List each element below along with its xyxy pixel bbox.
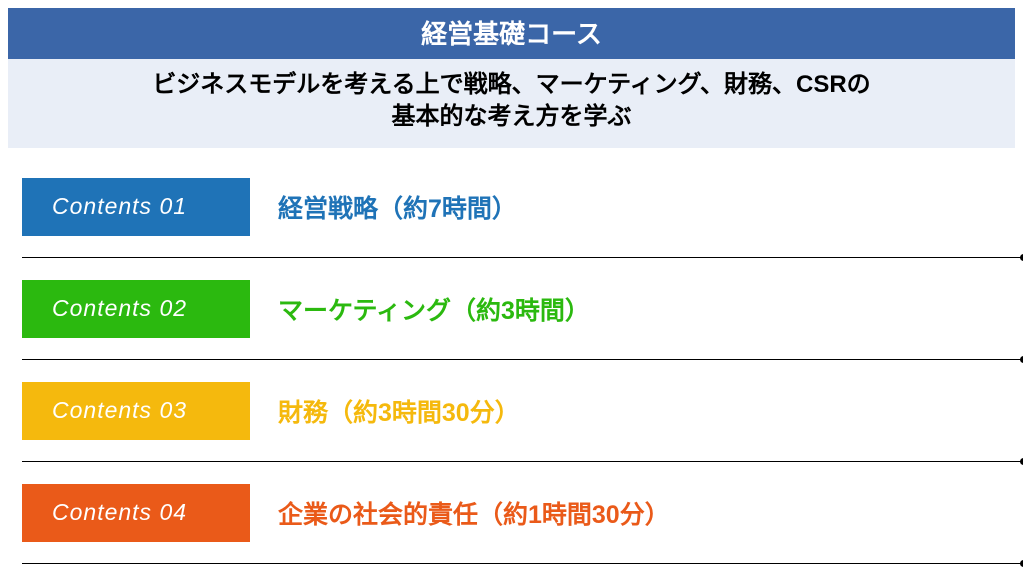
contents-tab: Contents 04	[22, 484, 250, 542]
row-divider	[22, 257, 1023, 258]
contents-list: Contents 01 経営戦略（約7時間） Contents 02 マーケティング（…	[8, 178, 1015, 542]
contents-tab: Contents 03	[22, 382, 250, 440]
course-subtitle-line1: ビジネスモデルを考える上で戦略、マーケティング、財務、CSRの	[152, 71, 870, 98]
contents-topic: 企業の社会的責任（約1時間30分）	[278, 484, 670, 542]
course-subtitle-band: ビジネスモデルを考える上で戦略、マーケティング、財務、CSRの 基本的な考え方を…	[8, 59, 1015, 148]
contents-topic: 経営戦略（約7時間）	[278, 178, 517, 236]
contents-row: Contents 04 企業の社会的責任（約1時間30分）	[8, 484, 1015, 542]
course-subtitle-line2: 基本的な考え方を学ぶ	[392, 103, 632, 130]
contents-tab: Contents 01	[22, 178, 250, 236]
contents-row: Contents 02 マーケティング（約3時間）	[8, 280, 1015, 338]
row-divider	[22, 563, 1023, 564]
course-title-band: 経営基礎コース	[8, 8, 1015, 59]
row-divider	[22, 359, 1023, 360]
row-divider	[22, 461, 1023, 462]
contents-topic: マーケティング（約3時間）	[278, 280, 590, 338]
contents-row: Contents 03 財務（約3時間30分）	[8, 382, 1015, 440]
contents-tab: Contents 02	[22, 280, 250, 338]
contents-topic: 財務（約3時間30分）	[278, 382, 520, 440]
contents-row: Contents 01 経営戦略（約7時間）	[8, 178, 1015, 236]
